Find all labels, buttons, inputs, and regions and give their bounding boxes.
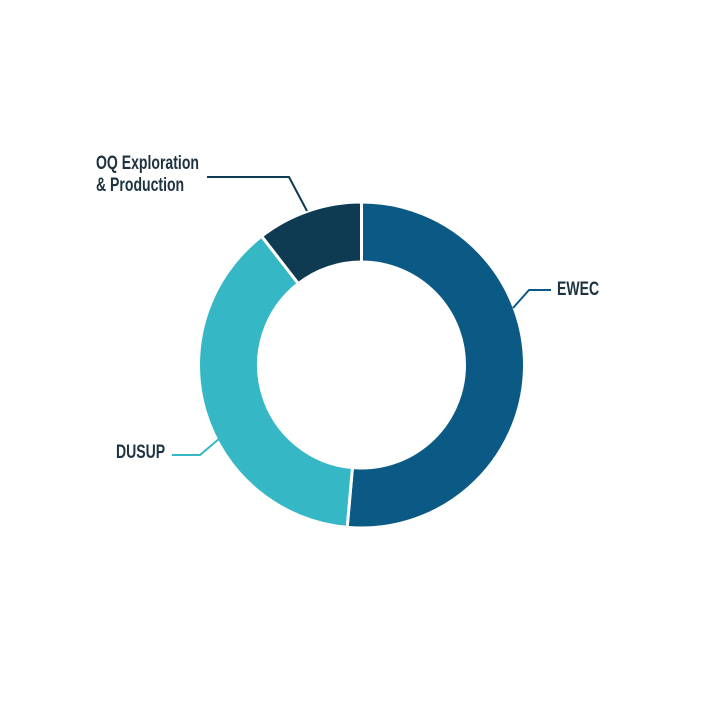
slice-oq-exploration-production[interactable] <box>259 200 363 286</box>
label-oq-exploration-production: OQ Exploration & Production <box>96 152 199 196</box>
label-oq-line2: & Production <box>96 174 185 196</box>
slice-ewec[interactable] <box>345 200 526 530</box>
ewec-leader-line <box>512 289 551 309</box>
slice-dusup[interactable] <box>197 234 355 529</box>
dusup-leader-line <box>172 437 221 456</box>
donut-slices <box>197 200 526 530</box>
callout-lines <box>172 176 551 456</box>
oq-leader-line <box>207 176 308 212</box>
label-ewec: EWEC <box>557 278 600 300</box>
label-dusup: DUSUP <box>116 441 166 463</box>
label-oq-line1: OQ Exploration <box>96 152 199 174</box>
